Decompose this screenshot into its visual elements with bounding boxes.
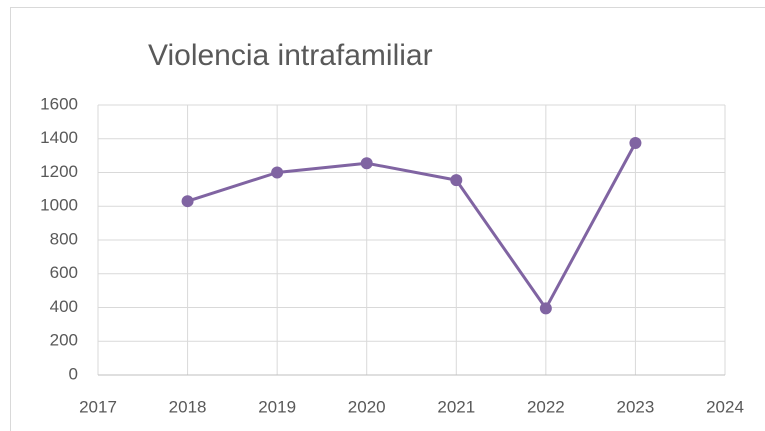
x-tick-label: 2021: [437, 397, 475, 416]
y-tick-label: 1600: [40, 94, 78, 113]
marker: [271, 166, 284, 179]
chart-frame: [10, 7, 765, 431]
y-tick-label: 1200: [40, 162, 78, 181]
line: [187, 142, 637, 310]
y-tick-label: 0: [69, 364, 78, 383]
marker: [629, 136, 642, 149]
y-tick-label: 200: [50, 331, 78, 350]
y-tick-label: 600: [50, 263, 78, 282]
x-tick-label: 2024: [706, 397, 744, 416]
marker: [360, 157, 373, 170]
x-tick-label: 2017: [79, 397, 117, 416]
x-tick-label: 2023: [617, 397, 655, 416]
y-tick-label: 1400: [40, 128, 78, 147]
x-tick-label: 2020: [348, 397, 386, 416]
marker: [181, 195, 194, 208]
chart-title: Violencia intrafamiliar: [148, 39, 433, 72]
x-tick-label: 2018: [169, 397, 207, 416]
x-tick-label: 2022: [527, 397, 565, 416]
y-tick-label: 400: [50, 297, 78, 316]
marker: [450, 174, 463, 187]
marker: [539, 302, 552, 315]
y-tick-label: 1000: [40, 196, 78, 215]
x-tick-label: 2019: [258, 397, 296, 416]
y-tick-label: 800: [50, 229, 78, 248]
